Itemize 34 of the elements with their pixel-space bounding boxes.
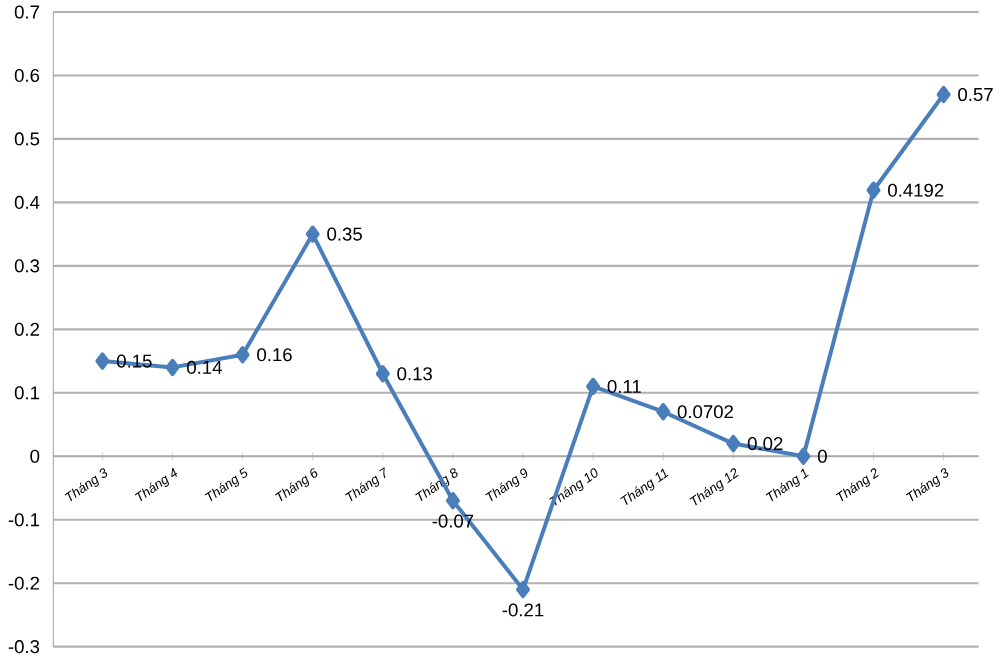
point	[656, 402, 671, 421]
y-tick-label: -0.2	[8, 576, 40, 590]
y-tick-label: 0.7	[14, 5, 40, 19]
point	[95, 352, 110, 370]
y-tick-label: 0.5	[14, 132, 40, 146]
data-label: 0	[817, 449, 827, 463]
data-label: 0.0702	[677, 404, 733, 418]
point	[305, 225, 320, 243]
y-tick-label: 0.6	[14, 68, 40, 82]
point	[586, 377, 601, 395]
data-label: 0.4192	[888, 183, 944, 197]
point	[165, 358, 180, 376]
data-label: 0.02	[747, 436, 783, 450]
data-label: -0.21	[502, 603, 544, 617]
point	[796, 447, 811, 465]
y-tick-label: 0.2	[14, 322, 40, 336]
data-label: 0.13	[397, 366, 432, 381]
data-label: 0.35	[327, 227, 362, 241]
y-tick-label: -0.3	[8, 639, 40, 653]
y-tick-label: 0.3	[14, 258, 40, 273]
point	[866, 181, 881, 199]
y-tick-label: 0.1	[14, 385, 40, 400]
point	[936, 85, 951, 103]
y-tick-label: -0.1	[8, 512, 40, 526]
y-tick-label: 0.4	[14, 195, 40, 209]
y-tick-label: 0	[30, 449, 40, 463]
point	[235, 345, 250, 364]
point	[726, 434, 741, 452]
point	[516, 580, 530, 598]
data-label: 0.14	[187, 360, 222, 374]
data-label: 0.57	[958, 87, 993, 101]
data-label: 0.11	[607, 379, 641, 393]
data-label: 0.16	[257, 347, 292, 361]
point	[375, 364, 390, 383]
